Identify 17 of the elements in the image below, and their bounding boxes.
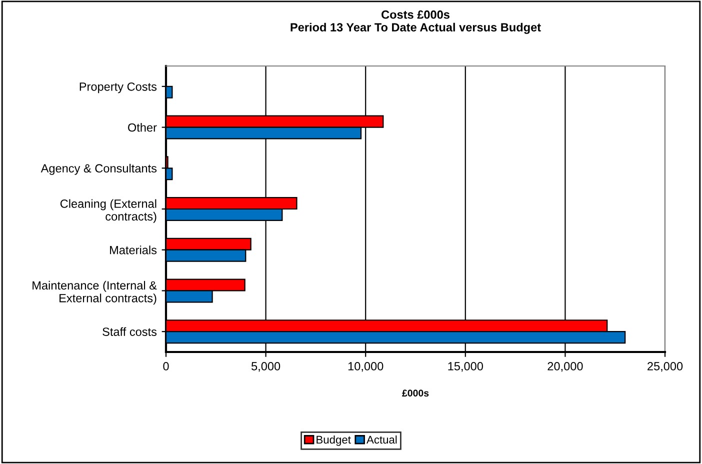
x-tick-label: 5,000	[252, 362, 280, 372]
y-tick-label: Other	[128, 123, 157, 132]
chart-title: Costs £000s Period 13 Year To Date Actual versus Budget	[290, 10, 541, 34]
legend-label: Actual	[366, 435, 397, 444]
x-tick-label: 25,000	[648, 362, 683, 372]
y-tick-label: Staff costs	[102, 327, 157, 336]
y-tick-label: Cleaning (External contracts)	[60, 199, 156, 223]
x-tick-label: 15,000	[448, 362, 483, 372]
legend-label: Budget	[316, 435, 351, 446]
x-tick-label: 0	[163, 362, 169, 370]
x-tick-label: 10,000	[348, 362, 384, 372]
x-axis-title: £000s	[402, 390, 429, 397]
y-tick-label: Materials	[110, 246, 157, 254]
y-tick-label: Property Costs	[80, 82, 157, 94]
y-tick-label: Agency & Consultants	[40, 164, 157, 175]
y-tick-label: Maintenance (Internal & External contracts)	[32, 280, 157, 305]
x-tick-label: 20,000	[548, 362, 583, 372]
